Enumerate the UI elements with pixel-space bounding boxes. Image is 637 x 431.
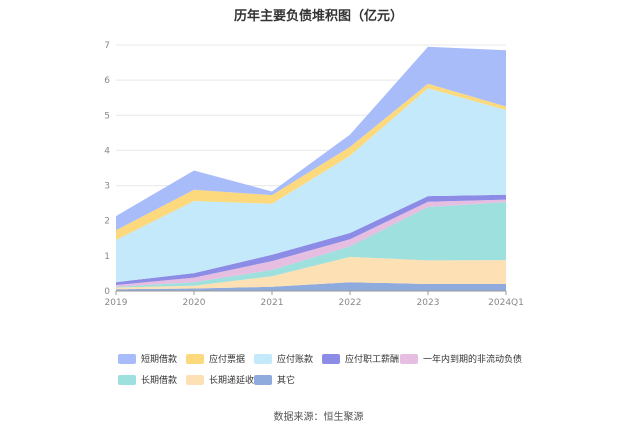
area-series bbox=[116, 88, 506, 283]
stacked-area-chart: 0 1 2 3 4 5 6 7 2019 2020 2021 2022 2023 2024Q1 bbox=[104, 41, 524, 308]
legend-item[interactable]: 短期借款 bbox=[118, 352, 177, 365]
area-series bbox=[116, 202, 506, 288]
legend-item[interactable]: 一年内到期的非流动负债 bbox=[400, 352, 522, 365]
area-series bbox=[116, 46, 506, 231]
legend-swatch bbox=[254, 353, 272, 364]
x-tick-label: 2023 bbox=[417, 298, 440, 308]
x-tick-label: 2024Q1 bbox=[488, 298, 524, 308]
legend-swatch bbox=[186, 353, 204, 364]
x-tick-label: 2021 bbox=[261, 298, 284, 308]
legend-label: 短期借款 bbox=[141, 355, 178, 365]
data-source-note: 数据来源：恒生聚源 bbox=[273, 412, 364, 423]
y-tick-label: 5 bbox=[104, 111, 110, 121]
legend-swatch bbox=[186, 374, 204, 385]
chart-title: 历年主要负债堆积图（亿元） bbox=[233, 9, 403, 24]
x-tick-label: 2022 bbox=[339, 298, 362, 308]
y-tick-label: 3 bbox=[104, 182, 110, 192]
legend-item[interactable]: 应付职工薪酬 bbox=[322, 352, 399, 365]
y-tick-label: 7 bbox=[104, 41, 110, 51]
legend-swatch bbox=[322, 353, 340, 364]
y-tick-label: 1 bbox=[104, 252, 110, 262]
legend-swatch bbox=[400, 353, 418, 364]
legend-swatch bbox=[118, 353, 136, 364]
legend-item[interactable]: 应付账款 bbox=[254, 352, 313, 365]
y-tick-label: 0 bbox=[104, 287, 110, 297]
legend-label: 其它 bbox=[277, 376, 296, 386]
legend-item[interactable]: 应付票据 bbox=[186, 352, 245, 365]
x-tick-label: 2019 bbox=[105, 298, 128, 308]
x-tick-label: 2020 bbox=[183, 298, 206, 308]
legend-label: 应付职工薪酬 bbox=[345, 355, 400, 365]
area-series bbox=[116, 282, 506, 291]
area-series bbox=[116, 256, 506, 290]
legend-label: 应付票据 bbox=[209, 355, 246, 365]
legend-label: 长期递延收益 bbox=[209, 376, 264, 386]
area-series bbox=[116, 83, 506, 240]
legend-swatch bbox=[118, 374, 136, 385]
y-tick-label: 2 bbox=[104, 217, 110, 227]
y-tick-label: 4 bbox=[104, 146, 110, 156]
legend-item[interactable]: 其它 bbox=[254, 373, 295, 386]
legend-label: 长期借款 bbox=[141, 376, 178, 386]
y-tick-label: 6 bbox=[104, 76, 110, 86]
legend-swatch bbox=[254, 374, 272, 385]
legend-label: 应付账款 bbox=[277, 355, 314, 365]
legend-label: 一年内到期的非流动负债 bbox=[423, 355, 523, 365]
legend-item[interactable]: 长期递延收益 bbox=[186, 373, 263, 386]
legend-item[interactable]: 长期借款 bbox=[118, 373, 177, 386]
